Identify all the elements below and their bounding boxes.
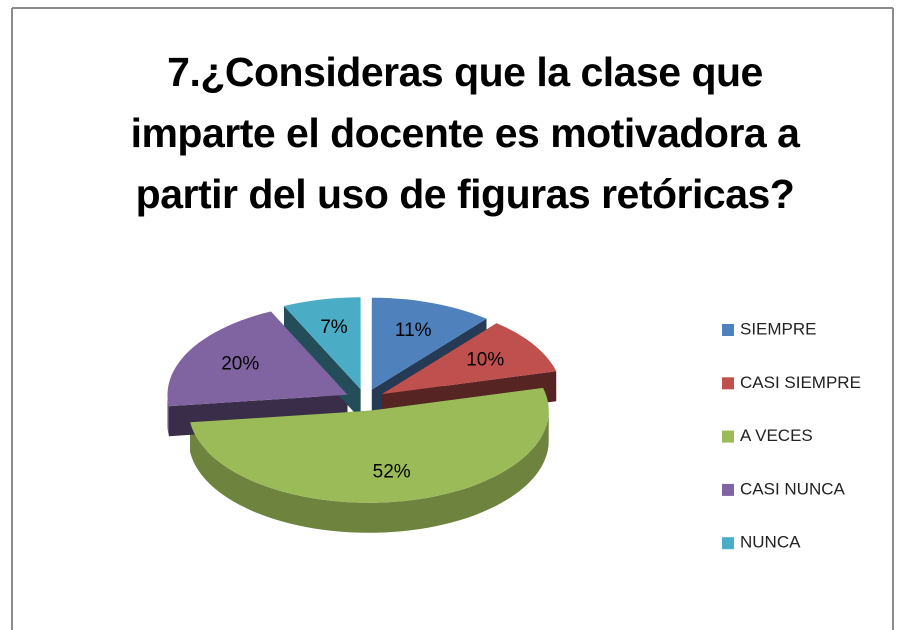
legend-swatch	[722, 430, 734, 443]
legend-label: SIEMPRE	[740, 319, 817, 338]
legend-swatch	[722, 377, 734, 390]
legend-swatch	[722, 324, 734, 336]
legend-label: A VECES	[740, 426, 813, 445]
slice	[190, 387, 549, 503]
legend-swatch	[722, 537, 734, 550]
legend-label: CASI NUNCA	[740, 479, 846, 498]
legend-swatch	[722, 483, 734, 496]
slice	[371, 297, 487, 390]
chart-title: 7.¿Consideras que la clase que imparte e…	[130, 49, 800, 217]
legend-label: NUNCA	[740, 533, 801, 552]
slice-side	[167, 394, 169, 437]
data-label: 7%	[320, 317, 348, 338]
slice	[167, 311, 348, 407]
data-label: 20%	[221, 354, 259, 375]
slice	[381, 323, 557, 395]
data-label: 10%	[466, 350, 504, 371]
slice-side	[190, 410, 549, 533]
slice	[284, 297, 361, 390]
data-label: 52%	[373, 461, 411, 482]
legend-label: CASI SIEMPRE	[740, 373, 861, 392]
data-label: 11%	[395, 320, 432, 341]
